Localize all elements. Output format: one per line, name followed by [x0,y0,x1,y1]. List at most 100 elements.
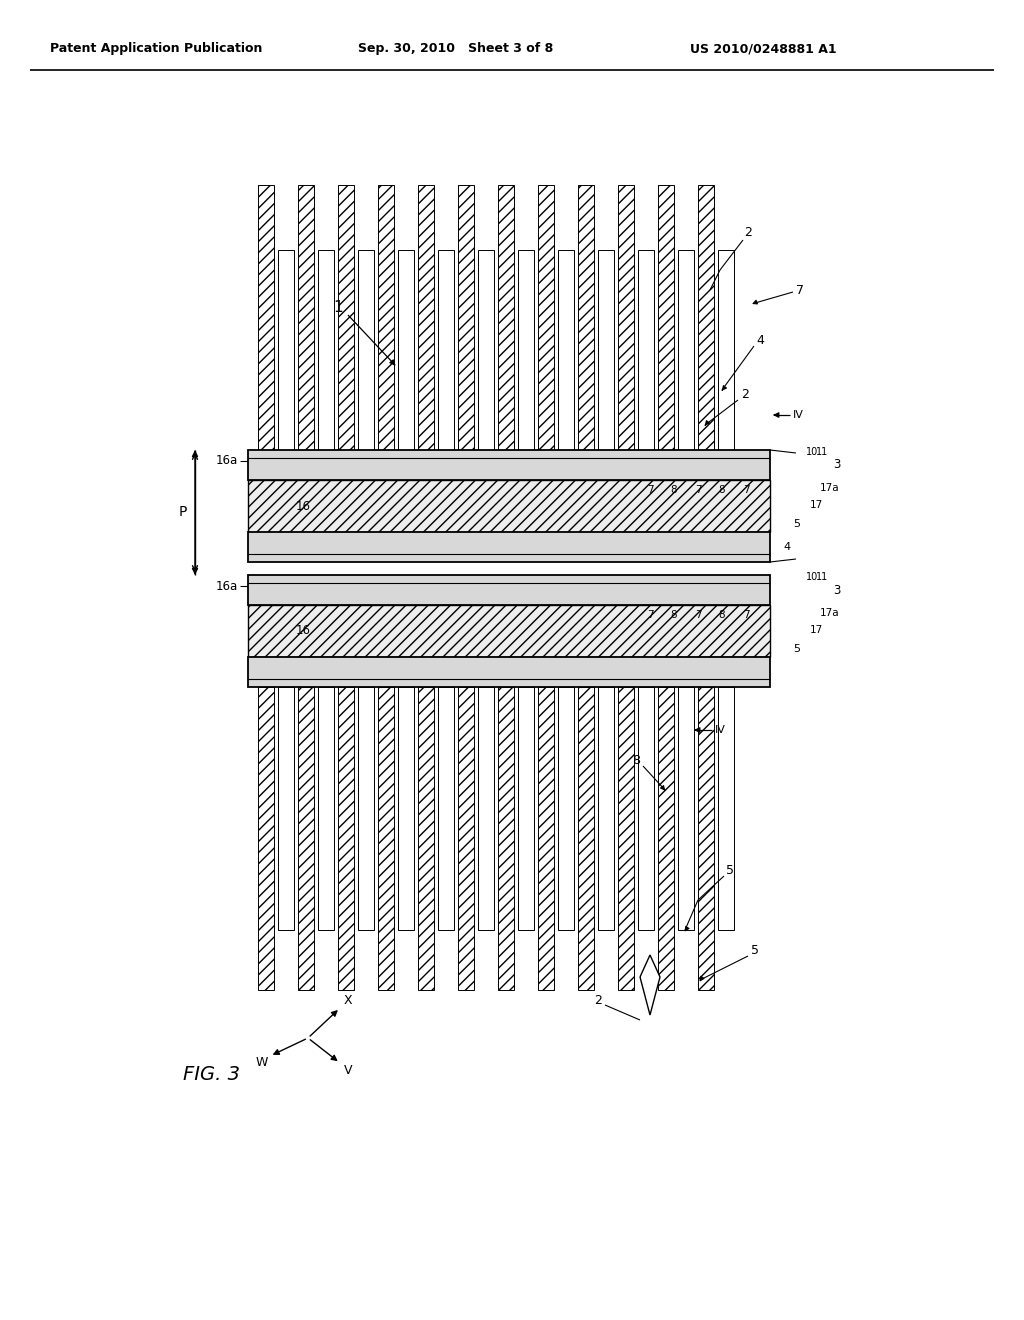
Text: 7: 7 [647,484,653,495]
Text: 7: 7 [694,484,701,495]
Bar [358,249,374,450]
Text: X: X [344,994,352,1007]
Bar [498,185,514,450]
Bar [478,686,494,931]
Text: Sep. 30, 2010   Sheet 3 of 8: Sep. 30, 2010 Sheet 3 of 8 [358,42,553,55]
Text: 3: 3 [833,458,841,471]
Text: 5: 5 [726,863,734,876]
Bar [398,249,414,450]
Text: Patent Application Publication: Patent Application Publication [50,42,262,55]
Text: 4: 4 [783,543,791,552]
Bar [248,657,770,686]
Text: 3: 3 [833,583,841,597]
Bar [258,686,274,990]
Bar [538,686,554,990]
Bar [318,686,334,931]
Text: 17: 17 [810,500,823,510]
Text: 7: 7 [742,484,750,495]
Bar [438,249,454,450]
Text: 8: 8 [719,484,725,495]
Bar [678,686,694,931]
Bar [578,185,594,450]
Text: US 2010/0248881 A1: US 2010/0248881 A1 [690,42,837,55]
Text: 2: 2 [594,994,602,1006]
Bar [518,686,534,931]
Bar [658,185,674,450]
Text: 7: 7 [796,284,804,297]
Bar [248,480,770,532]
PathPatch shape [640,954,660,1015]
Text: 5: 5 [793,519,800,529]
Bar [718,686,734,931]
Bar [578,686,594,990]
Bar [438,686,454,931]
Bar [598,249,614,450]
Text: W: W [256,1056,268,1068]
Text: 8: 8 [719,610,725,620]
Bar [678,249,694,450]
Bar [558,249,574,450]
Text: 7: 7 [647,610,653,620]
Bar [358,686,374,931]
Bar [248,576,770,605]
Bar [418,686,434,990]
Text: 5: 5 [751,944,759,957]
Bar [658,686,674,990]
Text: 8: 8 [632,754,640,767]
Bar [298,185,314,450]
Bar [598,686,614,931]
Text: 16: 16 [296,624,311,638]
Text: 5: 5 [793,644,800,653]
Bar [618,686,634,990]
Text: 2: 2 [741,388,749,401]
Text: 4: 4 [756,334,764,346]
Bar [418,185,434,450]
Bar [278,249,294,450]
Text: V: V [344,1064,352,1077]
Bar [698,686,714,990]
Bar [248,605,770,657]
Bar [338,686,354,990]
Text: 16a: 16a [216,579,238,593]
Text: 16: 16 [296,499,311,512]
Bar [638,249,654,450]
Text: 7: 7 [742,610,750,620]
Text: 2: 2 [744,226,752,239]
Bar [258,185,274,450]
Bar [378,185,394,450]
Text: 17a: 17a [820,483,840,492]
Text: 8: 8 [671,484,677,495]
Text: 7: 7 [694,610,701,620]
Text: 11: 11 [816,447,828,457]
Text: 17a: 17a [820,609,840,618]
Text: 11: 11 [816,572,828,582]
Text: IV: IV [793,411,804,420]
Text: 1: 1 [333,301,343,315]
Bar [538,185,554,450]
Text: 10: 10 [806,447,818,457]
Bar [698,185,714,450]
Bar [618,185,634,450]
Bar [498,686,514,990]
Bar [278,686,294,931]
Bar [638,686,654,931]
Text: 10: 10 [806,572,818,582]
Bar [458,185,474,450]
Bar [248,450,770,480]
Bar [318,249,334,450]
Bar [248,532,770,562]
Bar [518,249,534,450]
Bar [458,686,474,990]
Text: FIG. 3: FIG. 3 [183,1065,240,1085]
Text: IV: IV [715,725,725,735]
Text: 16a: 16a [216,454,238,467]
Text: 8: 8 [671,610,677,620]
Bar [398,686,414,931]
Bar [298,686,314,990]
Bar [338,185,354,450]
Text: P: P [179,506,187,519]
Bar [558,686,574,931]
Bar [478,249,494,450]
Bar [378,686,394,990]
Text: 17: 17 [810,624,823,635]
